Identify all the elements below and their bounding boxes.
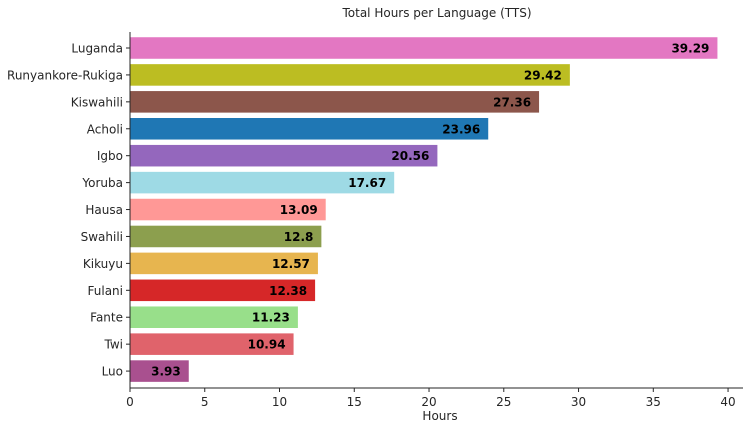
y-tick-label: Twi — [104, 338, 124, 352]
x-tick-label: 20 — [421, 395, 436, 409]
y-tick-label: Swahili — [81, 230, 123, 244]
bar-value-label: 13.09 — [280, 203, 318, 217]
x-axis-label: Hours — [422, 409, 457, 423]
x-tick-label: 15 — [347, 395, 362, 409]
chart-title: Total Hours per Language (TTS) — [341, 6, 531, 20]
y-tick-label: Igbo — [97, 149, 123, 163]
bar-value-label: 3.93 — [151, 365, 181, 379]
x-axis-ticks: 0 5 10 15 20 25 30 35 40 — [126, 388, 736, 409]
bar-luganda — [130, 37, 718, 59]
y-tick-label: Hausa — [85, 203, 123, 217]
bar-fante — [130, 306, 298, 328]
y-tick-label: Fante — [90, 311, 123, 325]
y-tick-label: Acholi — [87, 122, 123, 136]
bar-kiswahili — [130, 91, 540, 113]
bar-fulani — [130, 279, 316, 302]
bar-value-label: 10.94 — [248, 338, 286, 352]
bar-luo — [130, 360, 189, 382]
bar-runyankore-rukiga — [130, 64, 570, 86]
x-tick-label: 35 — [646, 395, 661, 409]
bar-igbo — [130, 144, 438, 167]
plot-area: 39.29 Luganda 29.42 Runyankore-Rukiga 27.36 K… — [7, 37, 718, 382]
y-tick-label: Kiswahili — [71, 95, 123, 109]
x-tick-label: 0 — [126, 395, 134, 409]
bar-value-label: 11.23 — [252, 311, 290, 325]
bar-value-label: 12.57 — [272, 257, 310, 271]
x-tick-label: 25 — [496, 395, 511, 409]
bar-value-label: 27.36 — [493, 95, 531, 109]
y-tick-label: Luganda — [71, 42, 123, 56]
bar-value-label: 29.42 — [524, 68, 562, 82]
bar-hausa — [130, 198, 326, 221]
x-tick-label: 30 — [571, 395, 586, 409]
bar-twi — [130, 333, 294, 355]
bar-value-label: 12.38 — [269, 284, 307, 298]
bar-value-label: 20.56 — [391, 149, 429, 163]
bar-acholi — [130, 118, 489, 140]
y-tick-label: Fulani — [88, 284, 123, 298]
bar-value-label: 12.8 — [284, 230, 314, 244]
x-tick-label: 5 — [201, 395, 209, 409]
bar-swahili — [130, 225, 322, 248]
bar-kikuyu — [130, 252, 318, 275]
y-tick-label: Kikuyu — [83, 257, 123, 271]
x-tick-label: 10 — [272, 395, 287, 409]
y-tick-label: Runyankore-Rukiga — [7, 68, 123, 82]
x-tick-label: 40 — [720, 395, 735, 409]
bar-value-label: 23.96 — [442, 122, 480, 136]
bar-value-label: 17.67 — [348, 176, 386, 190]
bar-value-label: 39.29 — [671, 42, 709, 56]
bar-yoruba — [130, 171, 395, 194]
y-tick-label: Yoruba — [81, 176, 123, 190]
y-tick-label: Luo — [102, 365, 123, 379]
